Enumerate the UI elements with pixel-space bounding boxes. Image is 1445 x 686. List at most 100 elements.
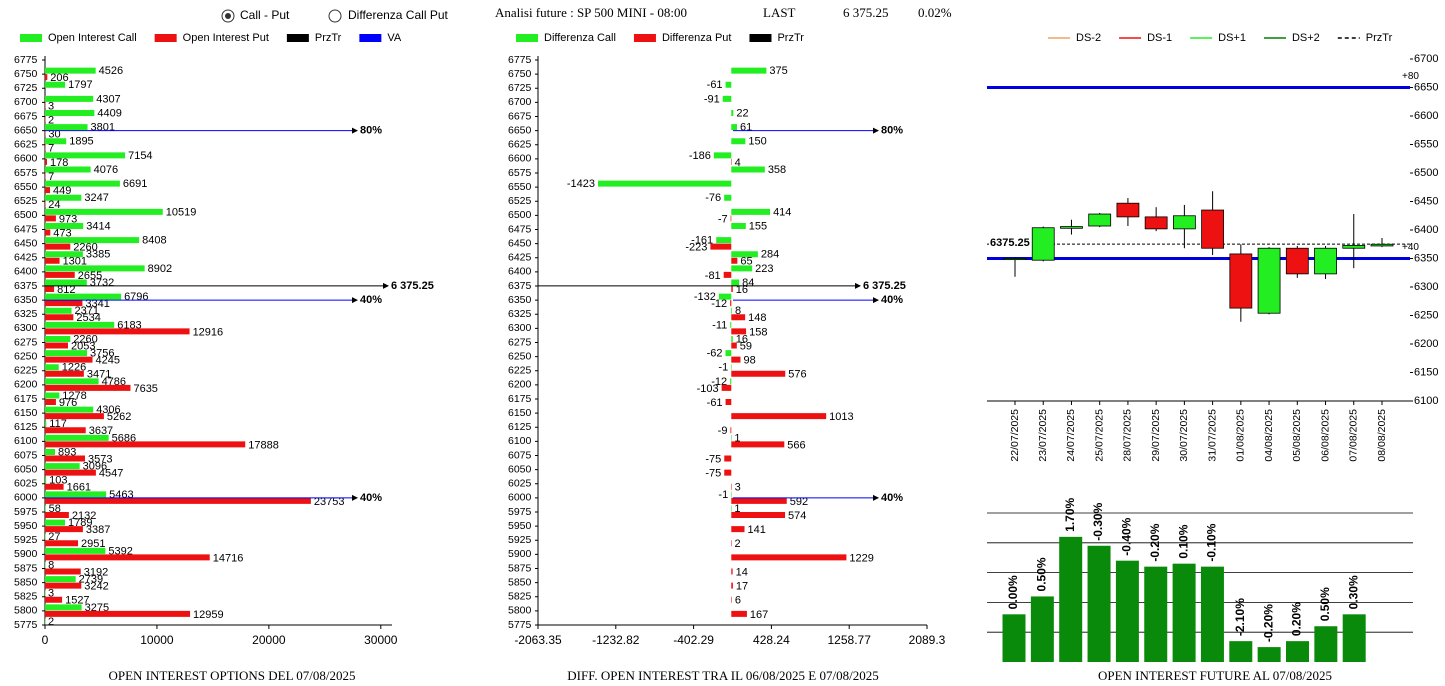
value-label: 8902	[148, 263, 172, 275]
radio-label[interactable]: Differenza Call Put	[348, 8, 448, 22]
reference-label: 40%	[360, 294, 382, 306]
bar	[45, 477, 47, 484]
y-tick-label: 5800	[14, 605, 38, 617]
value-label: 58	[49, 503, 61, 515]
value-label: 8408	[142, 235, 166, 247]
bar	[45, 519, 66, 526]
bar	[45, 81, 66, 88]
bar	[731, 441, 785, 448]
value-label: 3414	[86, 220, 110, 232]
y-tick-label: 6150	[1414, 366, 1438, 378]
value-label: 22	[736, 107, 748, 119]
bar	[45, 505, 46, 512]
value-label: 473	[53, 227, 71, 239]
bar	[45, 554, 210, 561]
y-tick-label: 6400	[14, 266, 38, 278]
radio-label[interactable]: Call - Put	[240, 8, 290, 22]
y-tick-label: 5900	[14, 548, 38, 560]
bar-label: -0.20%	[1261, 604, 1275, 642]
bar	[45, 434, 109, 441]
y-tick-label: 5800	[508, 605, 532, 617]
bar	[731, 286, 733, 292]
bar	[45, 420, 47, 427]
candle-body	[1088, 213, 1112, 227]
y-tick-label: 6325	[14, 308, 38, 320]
y-tick-label: 6100	[1414, 395, 1438, 407]
y-tick-label: 6775	[508, 54, 532, 66]
value-label: 3471	[87, 369, 111, 381]
y-tick-label: 6450	[508, 237, 532, 249]
x-tick-label: 04/08/2025	[1263, 409, 1275, 462]
bar	[45, 95, 94, 102]
value-label: 6183	[117, 319, 141, 331]
bar	[731, 138, 746, 145]
bar	[730, 378, 732, 385]
bar	[731, 257, 738, 264]
bar	[45, 102, 46, 109]
y-tick-label: 5975	[508, 506, 532, 518]
bar	[723, 271, 732, 278]
legend-swatch	[516, 34, 538, 42]
value-label: 3801	[91, 122, 115, 134]
value-label: 2	[48, 114, 54, 126]
bar-label: 0.10%	[1176, 524, 1190, 558]
bar	[731, 223, 746, 229]
value-label: -11	[712, 319, 727, 331]
y-tick-label: 6075	[14, 449, 38, 461]
bar	[731, 307, 733, 314]
value-label: 4307	[96, 93, 120, 105]
bar	[45, 576, 76, 583]
legend-label: DS+2	[1292, 32, 1320, 44]
value-label: 178	[50, 157, 68, 169]
value-label: 61	[740, 122, 752, 134]
value-label: 2260	[73, 242, 97, 254]
bar	[45, 138, 67, 145]
x-tick-label: 08/08/2025	[1376, 409, 1388, 462]
y-tick-label: 6600	[508, 153, 532, 165]
y-tick-label: 6375	[14, 280, 38, 292]
value-label: 5262	[107, 411, 131, 423]
y-tick-label: 6400	[1414, 224, 1438, 236]
y-tick-label: 6625	[508, 139, 532, 151]
y-tick-label: 5850	[14, 576, 38, 588]
value-label: 2951	[81, 538, 105, 550]
x-tick-label: 24/07/2025	[1065, 409, 1077, 462]
last-label: LAST	[763, 5, 796, 20]
value-label: 2	[48, 616, 54, 628]
reference-label: 80%	[881, 125, 903, 137]
x-tick-label: 29/07/2025	[1150, 409, 1162, 462]
bar	[45, 455, 85, 462]
value-label: 4786	[102, 376, 126, 388]
reference-label: 6 375.25	[863, 280, 906, 292]
bar	[1286, 641, 1309, 662]
y-tick-label: 6075	[508, 449, 532, 461]
x-tick-label: 23/07/2025	[1037, 409, 1049, 462]
y-tick-label: 5925	[14, 534, 38, 546]
legend-swatch	[20, 34, 42, 42]
candle-body	[1201, 209, 1225, 249]
y-tick-label: 5925	[508, 534, 532, 546]
y-tick-label: 6650	[508, 124, 532, 136]
y-tick-label: 6675	[508, 110, 532, 122]
bar	[45, 483, 64, 490]
bar	[731, 505, 732, 512]
bar	[731, 265, 753, 272]
value-label: 4	[735, 157, 741, 169]
bar	[45, 590, 46, 597]
radio-diff[interactable]	[328, 9, 342, 23]
y-tick-label: 6300	[14, 322, 38, 334]
value-label: -12	[711, 376, 727, 388]
legend-label: DS-1	[1147, 32, 1172, 44]
value-label: -7	[718, 213, 728, 225]
bar-label: 0.50%	[1318, 587, 1332, 621]
x-tick-label: 05/08/2025	[1291, 409, 1303, 462]
y-tick-label: 6750	[14, 68, 38, 80]
bar	[731, 540, 732, 547]
y-tick-label: 5775	[508, 619, 532, 631]
value-label: 4526	[99, 65, 123, 77]
bar	[731, 526, 745, 533]
bar	[45, 194, 82, 201]
bar	[731, 512, 786, 518]
bar	[597, 180, 732, 187]
value-label: -1	[718, 489, 728, 501]
